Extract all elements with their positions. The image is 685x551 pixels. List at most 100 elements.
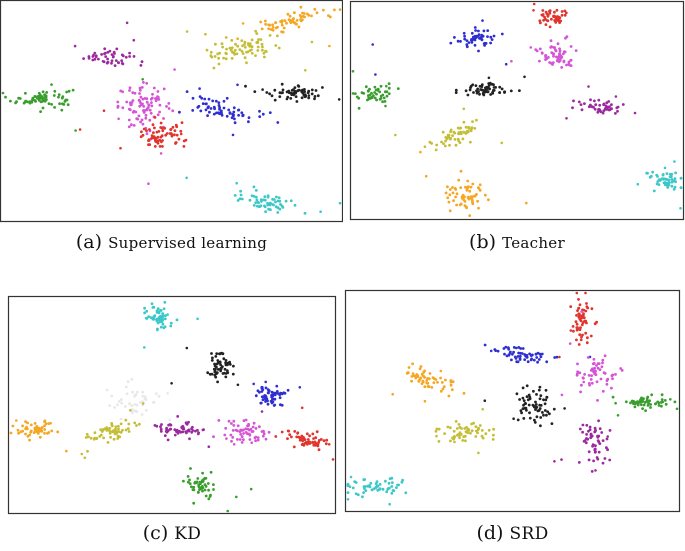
point — [410, 379, 413, 383]
point — [448, 193, 452, 197]
point — [114, 425, 118, 429]
point — [120, 401, 124, 405]
point — [224, 361, 228, 365]
point — [135, 410, 139, 414]
point — [187, 429, 191, 433]
point — [138, 88, 142, 92]
point — [182, 139, 186, 143]
point — [143, 306, 147, 310]
point — [482, 29, 486, 33]
point — [462, 120, 466, 124]
point — [451, 380, 455, 384]
point — [295, 19, 299, 22]
point — [621, 103, 625, 106]
point — [385, 94, 389, 98]
point — [496, 349, 500, 353]
point — [552, 54, 555, 58]
point — [148, 128, 151, 131]
point — [469, 140, 472, 144]
point — [519, 409, 523, 413]
point — [470, 196, 474, 200]
point — [281, 88, 285, 92]
point — [117, 424, 120, 428]
point — [427, 385, 431, 389]
point — [357, 96, 361, 100]
point — [207, 497, 211, 501]
point — [346, 484, 350, 487]
point — [255, 41, 259, 44]
outlier-point — [274, 391, 278, 395]
point — [153, 126, 156, 130]
point — [548, 412, 551, 416]
point — [85, 432, 89, 436]
point — [419, 376, 423, 380]
point — [207, 97, 211, 101]
point — [235, 52, 239, 56]
point — [207, 488, 211, 492]
point — [434, 378, 438, 381]
point — [240, 49, 244, 53]
point — [232, 110, 236, 114]
point — [163, 317, 167, 321]
cluster-1 — [483, 343, 592, 364]
point — [603, 457, 607, 460]
point — [448, 188, 452, 191]
point — [87, 435, 90, 439]
point — [580, 108, 584, 112]
point — [232, 364, 235, 368]
point — [544, 18, 547, 21]
point — [238, 197, 242, 201]
point — [240, 111, 244, 115]
outlier-point — [351, 70, 355, 73]
point — [227, 108, 231, 112]
point — [9, 431, 13, 435]
point — [462, 31, 466, 35]
point — [652, 189, 656, 193]
point — [273, 88, 277, 92]
outlier-point — [185, 346, 189, 350]
point — [41, 97, 45, 101]
point — [301, 439, 305, 443]
point — [264, 210, 267, 214]
point — [196, 106, 200, 109]
point — [595, 380, 599, 384]
point — [656, 180, 660, 183]
point — [439, 389, 443, 393]
point — [153, 116, 157, 119]
point — [242, 438, 245, 441]
outlier-point — [204, 32, 207, 36]
point — [271, 28, 275, 32]
point — [303, 15, 306, 19]
point — [118, 435, 122, 439]
point — [201, 489, 204, 493]
point — [579, 338, 583, 342]
point — [640, 400, 644, 404]
point — [222, 357, 226, 361]
point — [261, 434, 265, 438]
point — [473, 26, 477, 29]
point — [357, 106, 361, 110]
point — [491, 438, 495, 441]
point — [148, 108, 152, 112]
point — [607, 100, 611, 103]
point — [201, 471, 205, 475]
point — [297, 25, 301, 29]
point — [60, 108, 64, 112]
point — [280, 430, 284, 434]
outlier-point — [559, 19, 563, 23]
point — [182, 145, 186, 148]
point — [660, 398, 664, 401]
point — [311, 432, 315, 436]
point — [473, 126, 477, 130]
point — [447, 200, 451, 204]
outlier-point — [83, 456, 87, 460]
outlier-point — [50, 83, 53, 86]
point — [41, 90, 45, 94]
point — [376, 88, 379, 91]
point — [526, 360, 530, 364]
point — [454, 91, 458, 94]
point — [218, 352, 221, 356]
point — [124, 418, 128, 422]
outlier-point — [503, 90, 507, 94]
point — [274, 200, 277, 204]
